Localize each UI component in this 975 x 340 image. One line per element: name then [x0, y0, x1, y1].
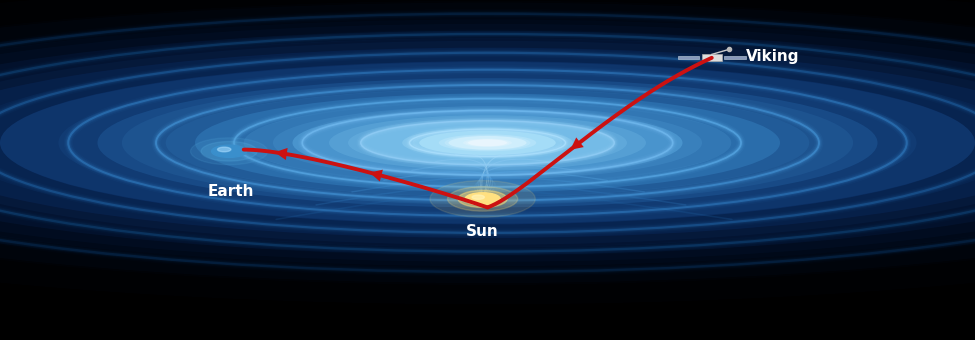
- Polygon shape: [678, 56, 699, 59]
- Ellipse shape: [466, 139, 509, 147]
- Ellipse shape: [445, 135, 530, 150]
- Circle shape: [430, 181, 535, 217]
- Text: Earth: Earth: [208, 184, 254, 199]
- Ellipse shape: [0, 61, 975, 224]
- Ellipse shape: [330, 115, 645, 170]
- Ellipse shape: [361, 121, 614, 165]
- Ellipse shape: [0, 31, 975, 255]
- Polygon shape: [724, 56, 746, 59]
- Ellipse shape: [0, 62, 975, 224]
- Circle shape: [465, 193, 500, 205]
- Ellipse shape: [0, 48, 975, 238]
- Text: Sun: Sun: [466, 224, 499, 239]
- Ellipse shape: [98, 78, 878, 207]
- Polygon shape: [702, 54, 722, 61]
- Ellipse shape: [122, 81, 853, 204]
- Text: Viking: Viking: [746, 49, 799, 64]
- Ellipse shape: [419, 131, 556, 155]
- Circle shape: [201, 141, 257, 161]
- Circle shape: [217, 147, 231, 152]
- Circle shape: [448, 187, 518, 211]
- Ellipse shape: [292, 109, 682, 176]
- Ellipse shape: [195, 94, 780, 192]
- Ellipse shape: [273, 106, 702, 180]
- Circle shape: [472, 195, 485, 199]
- Ellipse shape: [468, 139, 507, 146]
- Ellipse shape: [58, 72, 916, 214]
- Ellipse shape: [448, 136, 526, 150]
- Ellipse shape: [402, 128, 573, 158]
- Circle shape: [458, 190, 507, 207]
- Ellipse shape: [348, 119, 627, 167]
- Ellipse shape: [412, 129, 563, 156]
- Ellipse shape: [244, 101, 731, 184]
- Ellipse shape: [166, 88, 809, 197]
- Ellipse shape: [439, 134, 536, 151]
- Circle shape: [212, 145, 247, 157]
- Ellipse shape: [463, 139, 512, 147]
- Circle shape: [190, 138, 268, 165]
